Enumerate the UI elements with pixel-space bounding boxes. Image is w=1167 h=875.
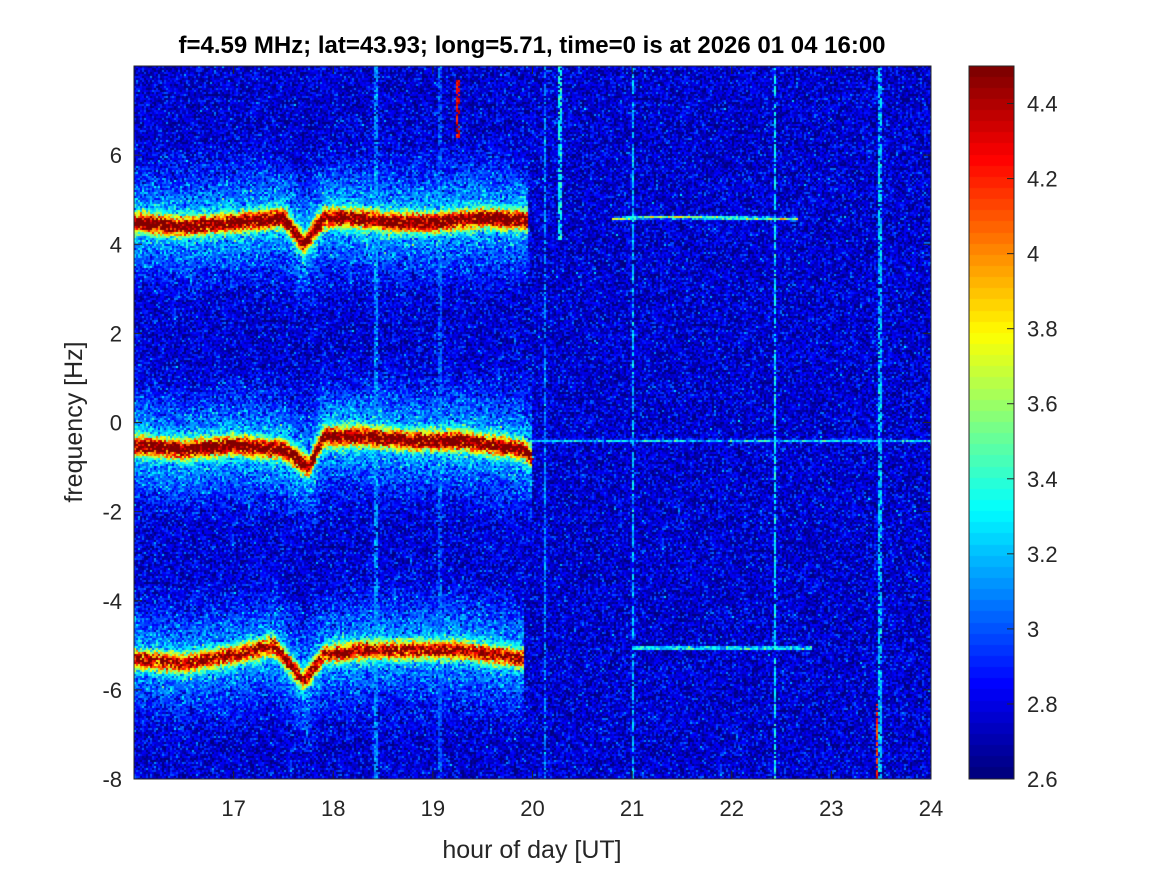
x-tick-label: 22 <box>720 796 744 821</box>
y-tick-label: 4 <box>110 232 122 257</box>
chart-title: f=4.59 MHz; lat=43.93; long=5.71, time=0… <box>178 32 885 59</box>
colorbar-tick-label: 4.2 <box>1027 167 1058 192</box>
x-tick-label: 19 <box>421 796 445 821</box>
x-tick-label: 17 <box>221 796 245 821</box>
y-axis-ticks: -8 -6 -4 -2 0 2 4 6 <box>102 143 931 792</box>
colorbar-tick-label: 4 <box>1027 242 1039 267</box>
spectrogram-heatmap <box>134 66 931 779</box>
colorbar-tick-label: 3.4 <box>1027 467 1058 492</box>
y-axis-label: frequency [Hz] <box>60 341 88 502</box>
y-tick-label: -2 <box>102 500 122 525</box>
y-tick-label: 2 <box>110 321 122 346</box>
x-tick-label: 23 <box>819 796 843 821</box>
y-tick-label: -8 <box>102 767 122 792</box>
colorbar-tick-label: 3.6 <box>1027 392 1058 417</box>
colorbar-tick-label: 4.4 <box>1027 92 1058 117</box>
colorbar: 2.6 2.8 3 3.2 3.4 3.6 3.8 4 4.2 4.4 <box>968 65 1058 792</box>
colorbar-tick-label: 3.2 <box>1027 542 1058 567</box>
x-axis-label: hour of day [UT] <box>442 836 621 864</box>
x-tick-label: 20 <box>520 796 544 821</box>
y-tick-label: -6 <box>102 678 122 703</box>
colorbar-ticks: 2.6 2.8 3 3.2 3.4 3.6 3.8 4 4.2 4.4 <box>1007 92 1058 792</box>
x-tick-label: 24 <box>919 796 943 821</box>
colorbar-tick-label: 3 <box>1027 617 1039 642</box>
colorbar-tick-label: 2.8 <box>1027 692 1058 717</box>
x-tick-label: 21 <box>620 796 644 821</box>
colorbar-gradient <box>969 66 1014 779</box>
y-tick-label: 0 <box>110 411 122 436</box>
colorbar-tick-label: 3.8 <box>1027 317 1058 342</box>
y-tick-label: -4 <box>102 589 122 614</box>
y-tick-label: 6 <box>110 143 122 168</box>
colorbar-frame <box>968 65 1015 780</box>
x-tick-label: 18 <box>321 796 345 821</box>
colorbar-tick-label: 2.6 <box>1027 767 1058 792</box>
x-axis-ticks: 17 18 19 20 21 22 23 24 <box>221 66 943 821</box>
